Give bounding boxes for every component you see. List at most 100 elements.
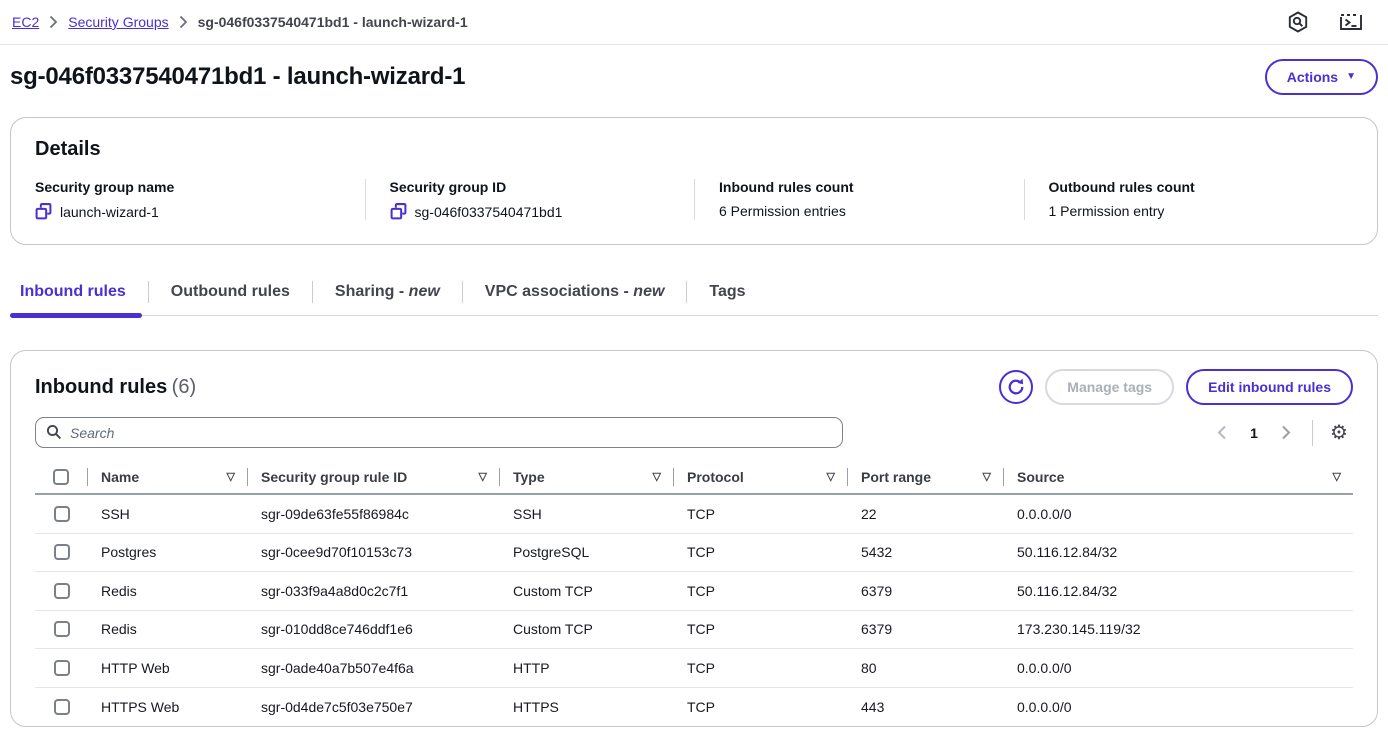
page-number[interactable]: 1 (1240, 419, 1268, 447)
cell-port-range: 443 (861, 698, 885, 715)
filter-icon[interactable]: ▽ (982, 471, 991, 483)
column-header-rule-id: Security group rule ID ▽ (247, 460, 499, 493)
cell-type: Custom TCP (513, 582, 593, 599)
cell-name: Redis (101, 582, 137, 599)
refresh-button[interactable] (999, 370, 1034, 404)
cell-protocol: TCP (687, 544, 715, 561)
table-row: Redis sgr-010dd8ce746ddf1e6 Custom TCP T… (35, 611, 1353, 649)
filter-icon[interactable]: ▽ (226, 471, 235, 483)
cell-type: PostgreSQL (513, 544, 590, 561)
actions-button[interactable]: Actions ▼ (1264, 59, 1378, 95)
panel-title: Inbound rules (35, 375, 168, 398)
cell-rule-id: sgr-0ade40a7b507e4f6a (261, 659, 414, 676)
cell-port-range: 6379 (861, 621, 893, 638)
search-input[interactable] (35, 417, 843, 448)
filter-icon[interactable]: ▽ (478, 471, 487, 483)
chevron-right-icon (179, 15, 188, 29)
tab-vpc-associations[interactable]: VPC associations - new (484, 283, 665, 300)
cell-name: HTTPS Web (101, 698, 180, 715)
cell-protocol: TCP (687, 659, 715, 676)
cell-source: 0.0.0.0/0 (1017, 698, 1072, 715)
cloudshell-icon[interactable] (1338, 10, 1364, 34)
column-header-name: Name ▽ (87, 460, 247, 493)
tab-outbound-rules[interactable]: Outbound rules (170, 283, 290, 300)
edit-inbound-rules-button[interactable]: Edit inbound rules (1186, 369, 1353, 405)
tab-divider (311, 281, 313, 303)
inbound-count-value: 6 Permission entries (719, 203, 846, 219)
breadcrumb-bar: EC2 Security Groups sg-046f0337540471bd1… (0, 0, 1388, 45)
cell-rule-id: sgr-0cee9d70f10153c73 (261, 544, 413, 561)
row-checkbox[interactable] (35, 698, 87, 715)
cell-port-range: 6379 (861, 582, 893, 599)
filter-icon[interactable]: ▽ (826, 471, 835, 483)
refresh-icon (1008, 378, 1024, 395)
amazon-q-icon[interactable] (1286, 10, 1310, 34)
row-checkbox[interactable] (35, 582, 87, 599)
field-security-group-id: Security group ID sg-046f0337540471bd1 (364, 179, 695, 220)
cell-name: Redis (101, 621, 137, 638)
column-header-protocol: Protocol ▽ (673, 460, 847, 493)
row-checkbox[interactable] (35, 505, 87, 522)
toolbar-divider (1312, 419, 1313, 446)
cell-name: HTTP Web (101, 659, 170, 676)
cell-source: 50.116.12.84/32 (1017, 544, 1118, 561)
cell-port-range: 22 (861, 505, 877, 522)
table-row: Postgres sgr-0cee9d70f10153c73 PostgreSQ… (35, 534, 1353, 572)
tab-tags[interactable]: Tags (709, 283, 746, 300)
cell-port-range: 5432 (861, 544, 893, 561)
filter-icon[interactable]: ▽ (1332, 471, 1341, 483)
copy-icon[interactable] (390, 203, 407, 220)
cell-type: HTTP (513, 659, 550, 676)
cell-source: 50.116.12.84/32 (1017, 582, 1118, 599)
cell-port-range: 80 (861, 659, 877, 676)
breadcrumb-ec2[interactable]: EC2 (12, 14, 40, 30)
tab-divider (461, 281, 463, 303)
page-next-button[interactable] (1272, 419, 1300, 447)
select-all-checkbox[interactable] (35, 460, 87, 493)
tab-bar: Inbound rules Outbound rules Sharing - n… (10, 275, 1378, 318)
tab-divider (686, 281, 688, 303)
cell-protocol: TCP (687, 582, 715, 599)
details-title: Details (35, 138, 101, 160)
chevron-left-icon (1217, 425, 1226, 440)
cell-protocol: TCP (687, 698, 715, 715)
cell-source: 173.230.145.119/32 (1017, 621, 1141, 638)
tab-divider (147, 281, 149, 303)
breadcrumb-security-groups[interactable]: Security Groups (68, 14, 169, 30)
table-header-row: Name ▽ Security group rule ID ▽ Type ▽ Prot… (35, 460, 1353, 495)
row-checkbox[interactable] (35, 659, 87, 676)
security-group-id-value: sg-046f0337540471bd1 (414, 203, 563, 220)
row-checkbox[interactable] (35, 621, 87, 638)
preferences-button[interactable]: ⚙ (1325, 419, 1353, 447)
outbound-count-value: 1 Permission entry (1048, 203, 1165, 219)
cell-source: 0.0.0.0/0 (1017, 659, 1072, 676)
cell-type: HTTPS (513, 698, 559, 715)
security-group-name-value: launch-wizard-1 (60, 203, 159, 220)
chevron-right-icon (49, 15, 58, 29)
field-security-group-name: Security group name launch-wizard-1 (35, 179, 175, 220)
gear-icon: ⚙ (1330, 421, 1348, 444)
cell-rule-id: sgr-0d4de7c5f03e750e7 (261, 698, 413, 715)
cell-name: SSH (101, 505, 130, 522)
cell-rule-id: sgr-09de63fe55f86984c (261, 505, 409, 522)
filter-icon[interactable]: ▽ (652, 471, 661, 483)
details-card: Details Security group name launch-wizar… (10, 117, 1378, 245)
cell-rule-id: sgr-010dd8ce746ddf1e6 (261, 621, 413, 638)
table-row: SSH sgr-09de63fe55f86984c SSH TCP 22 0.0… (35, 495, 1353, 534)
inbound-rules-table: Name ▽ Security group rule ID ▽ Type ▽ Prot… (35, 460, 1353, 726)
inbound-rules-panel: Inbound rules (6) Manage tags Edit inbou… (10, 350, 1378, 727)
row-checkbox[interactable] (35, 544, 87, 561)
panel-count: (6) (171, 375, 197, 398)
table-row: HTTP Web sgr-0ade40a7b507e4f6a HTTP TCP … (35, 649, 1353, 688)
manage-tags-button[interactable]: Manage tags (1045, 369, 1175, 405)
breadcrumb-current: sg-046f0337540471bd1 - launch-wizard-1 (197, 14, 468, 30)
cell-type: SSH (513, 505, 542, 522)
column-header-type: Type ▽ (499, 460, 673, 493)
copy-icon[interactable] (35, 203, 52, 220)
tab-sharing[interactable]: Sharing - new (334, 283, 440, 300)
tab-inbound-rules[interactable]: Inbound rules (10, 275, 148, 318)
table-row: Redis sgr-033f9a4a8d0c2c7f1 Custom TCP T… (35, 572, 1353, 611)
page-previous-button[interactable] (1208, 419, 1236, 447)
cell-protocol: TCP (687, 505, 715, 522)
page-title: sg-046f0337540471bd1 - launch-wizard-1 (10, 63, 466, 90)
